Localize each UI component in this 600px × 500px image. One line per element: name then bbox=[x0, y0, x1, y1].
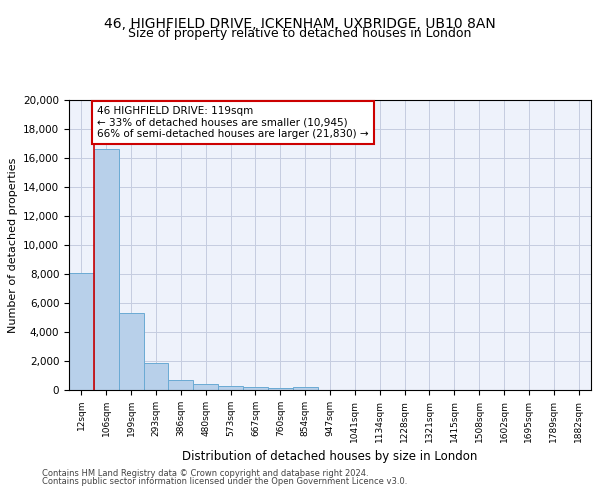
Bar bbox=[94, 150, 119, 390]
Bar bbox=[293, 387, 317, 390]
Text: Contains HM Land Registry data © Crown copyright and database right 2024.: Contains HM Land Registry data © Crown c… bbox=[42, 468, 368, 477]
Text: 46, HIGHFIELD DRIVE, ICKENHAM, UXBRIDGE, UB10 8AN: 46, HIGHFIELD DRIVE, ICKENHAM, UXBRIDGE,… bbox=[104, 18, 496, 32]
Bar bbox=[143, 363, 169, 390]
Bar bbox=[119, 313, 143, 390]
Bar bbox=[193, 384, 218, 390]
Text: 46 HIGHFIELD DRIVE: 119sqm
← 33% of detached houses are smaller (10,945)
66% of : 46 HIGHFIELD DRIVE: 119sqm ← 33% of deta… bbox=[97, 106, 368, 139]
X-axis label: Distribution of detached houses by size in London: Distribution of detached houses by size … bbox=[182, 450, 478, 463]
Bar bbox=[169, 380, 193, 390]
Text: Contains public sector information licensed under the Open Government Licence v3: Contains public sector information licen… bbox=[42, 477, 407, 486]
Bar bbox=[243, 387, 268, 390]
Text: Size of property relative to detached houses in London: Size of property relative to detached ho… bbox=[128, 28, 472, 40]
Bar bbox=[268, 388, 293, 390]
Y-axis label: Number of detached properties: Number of detached properties bbox=[8, 158, 17, 332]
Bar bbox=[69, 272, 94, 390]
Bar bbox=[218, 386, 243, 390]
